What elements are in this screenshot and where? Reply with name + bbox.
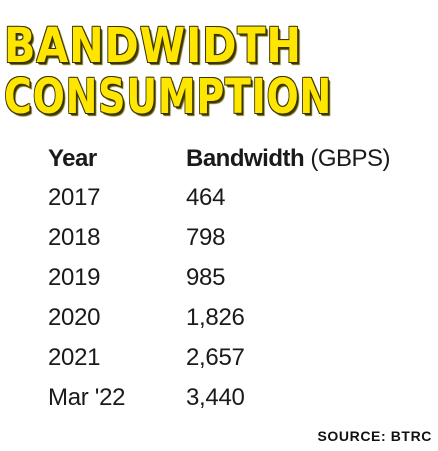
table-cell-bandwidth: 985 (186, 264, 226, 291)
table-row: 2017 464 (48, 178, 390, 218)
table-cell-year: 2017 (48, 184, 101, 211)
table-cell-bandwidth: 2,657 (186, 344, 245, 371)
table-body: 2017 464 2018 798 2019 985 2020 1,826 20… (48, 178, 390, 418)
table-cell-bandwidth: 798 (186, 224, 226, 251)
column-header-bandwidth-label: Bandwidth (186, 145, 305, 172)
table-row: 2021 2,657 (48, 338, 390, 378)
chart-title-line-1: BANDWIDTH (4, 18, 302, 74)
table-cell-year: 2018 (48, 224, 101, 251)
table-cell-year: 2021 (48, 344, 101, 371)
table-row: 2020 1,826 (48, 298, 390, 338)
table-cell-year: 2020 (48, 304, 101, 331)
table-cell-bandwidth: 3,440 (186, 384, 245, 411)
chart-title-line-2: CONSUMPTION (4, 69, 333, 125)
table-cell-year: Mar '22 (48, 384, 126, 411)
column-header-year: Year (48, 145, 97, 172)
column-header-unit: (GBPS) (310, 145, 391, 172)
table-cell-year: 2019 (48, 264, 101, 291)
table-header-row: Year Bandwidth (GBPS) (48, 140, 391, 178)
table-row: 2018 798 (48, 218, 390, 258)
column-header-bandwidth: Bandwidth (GBPS) (186, 140, 391, 178)
source-note: SOURCE: BTRC (317, 428, 432, 444)
table-row: Mar '22 3,440 (48, 378, 390, 418)
table-cell-bandwidth: 1,826 (186, 304, 245, 331)
table-row: 2019 985 (48, 258, 390, 298)
bandwidth-table: Year Bandwidth (GBPS) 2017 464 2018 798 … (48, 140, 391, 418)
table-cell-bandwidth: 464 (186, 184, 226, 211)
